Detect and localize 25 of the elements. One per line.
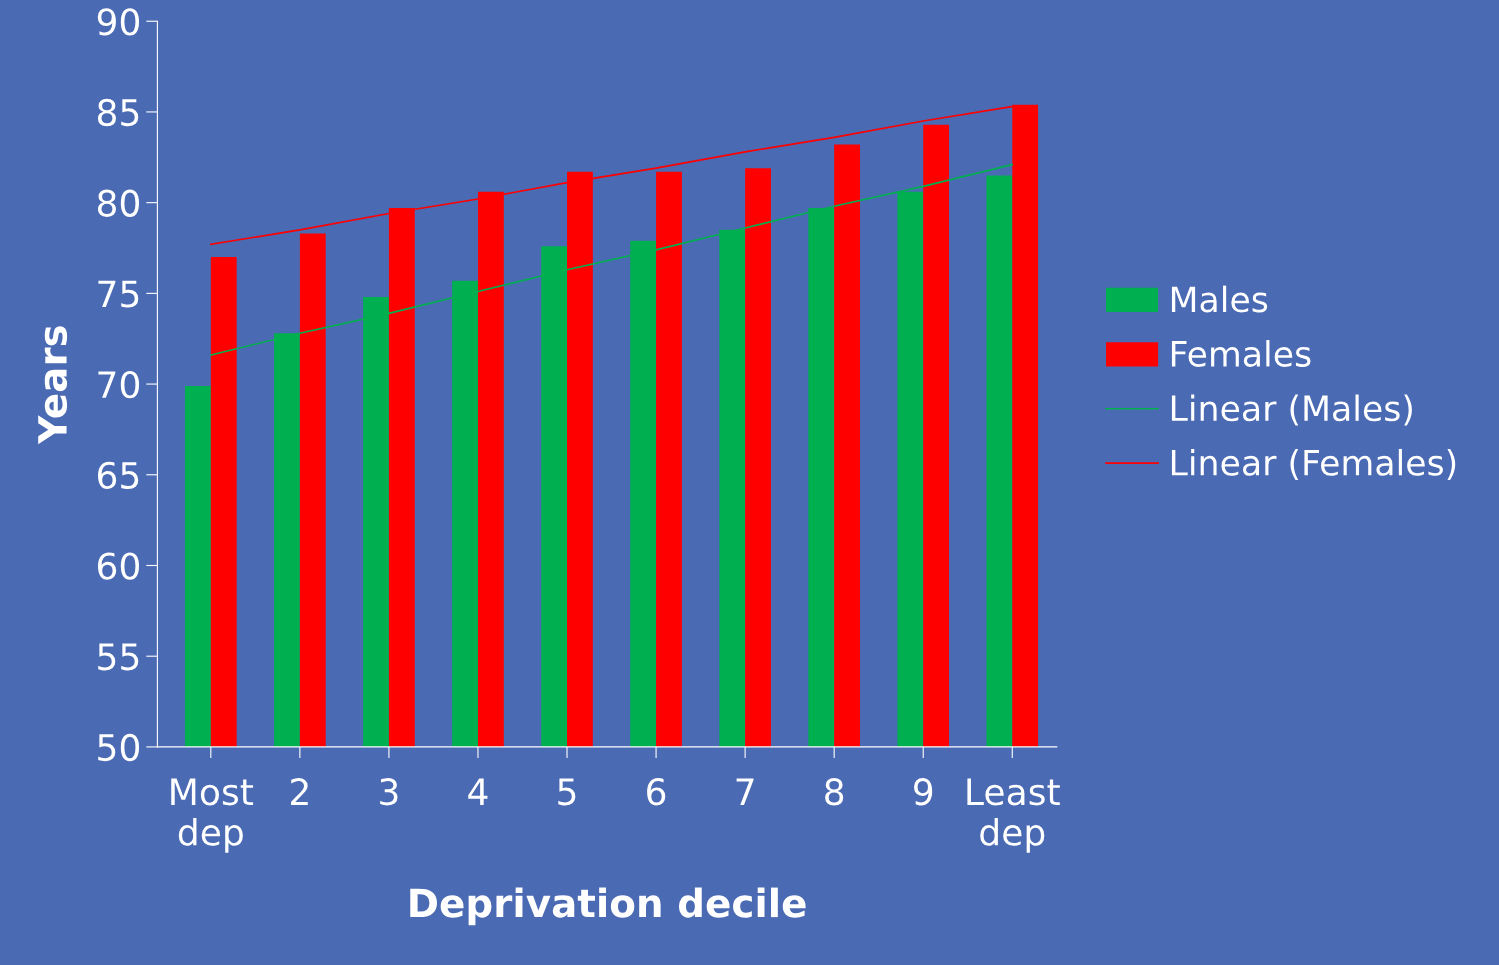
x-tick-label: 4 — [468, 778, 488, 805]
x-tick-label: Most dep — [171, 778, 254, 853]
y-tick-label: 70 — [98, 370, 140, 399]
x-tick-label: 8 — [825, 778, 844, 806]
y-tick-label: 55 — [98, 643, 139, 671]
y-tick-label: 65 — [97, 461, 139, 490]
legend-label: Linear (Females) — [1171, 448, 1456, 480]
y-tick-label: 60 — [97, 552, 140, 580]
legend-label: Linear (Males) — [1171, 394, 1412, 426]
y-tick-label: 90 — [97, 8, 140, 36]
x-tick-label: 3 — [380, 778, 398, 806]
x-tick-label: 2 — [291, 778, 308, 805]
legend-label: Males — [1171, 285, 1268, 313]
x-tick-label: Least dep — [967, 778, 1060, 853]
y-tick-label: 75 — [98, 280, 139, 308]
x-axis-title: Deprivation decile — [410, 887, 806, 926]
y-tick-label: 80 — [97, 189, 140, 217]
y-tick-label: 50 — [98, 733, 140, 762]
x-tick-label: 5 — [558, 778, 576, 806]
x-tick-label: 7 — [736, 778, 754, 805]
y-tick-label: 85 — [97, 98, 139, 127]
x-tick-label: 9 — [914, 778, 933, 806]
y-axis-title: Years — [38, 326, 68, 445]
x-tick-label: 6 — [647, 778, 666, 806]
legend-label: Females — [1171, 340, 1311, 367]
